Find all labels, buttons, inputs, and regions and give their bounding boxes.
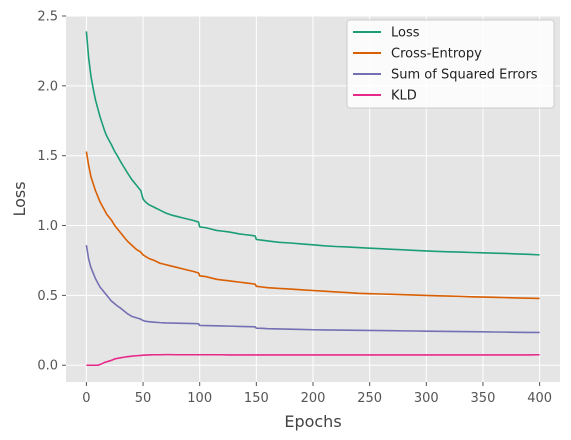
- series-line-cross-entropy: [85, 151, 540, 300]
- y-tick-label: 1.5: [37, 149, 58, 164]
- y-tick-label: 0.0: [37, 359, 58, 374]
- x-tick-label: 100: [187, 391, 212, 406]
- x-tick-label: 250: [357, 391, 382, 406]
- x-tick-label: 300: [414, 391, 439, 406]
- legend-label-loss: Loss: [391, 26, 420, 41]
- y-tick-label: 2.5: [37, 10, 58, 25]
- y-tick-label: 1.0: [37, 219, 58, 234]
- x-axis-label: Epochs: [284, 412, 341, 431]
- legend-label-cross-entropy: Cross-Entropy: [391, 47, 482, 62]
- series-line-sum-of-squared-errors: [85, 244, 540, 334]
- y-tick-label: 2.0: [37, 79, 58, 94]
- y-axis-label: Loss: [10, 181, 29, 216]
- legend: Loss Cross-Entropy Sum of Squared Errors KL…: [346, 19, 555, 109]
- x-axis-ticks: 0 50 100 150 200 250 300 350 400: [82, 382, 552, 406]
- series-line-loss: [85, 31, 540, 256]
- x-tick-label: 400: [527, 391, 552, 406]
- x-tick-label: 50: [135, 391, 152, 406]
- y-axis-ticks: 0.0 0.5 1.0 1.5 2.0 2.5: [37, 10, 66, 374]
- x-tick-label: 350: [471, 391, 496, 406]
- series-line-kld: [86, 353, 540, 367]
- x-tick-label: 0: [82, 391, 90, 406]
- x-tick-label: 150: [244, 391, 269, 406]
- y-tick-label: 0.5: [37, 289, 58, 304]
- x-tick-label: 200: [301, 391, 326, 406]
- legend-label-sum-of-squared-errors: Sum of Squared Errors: [391, 68, 538, 83]
- legend-box: [346, 19, 555, 109]
- series-layer: [85, 31, 540, 367]
- legend-label-kld: KLD: [391, 89, 417, 104]
